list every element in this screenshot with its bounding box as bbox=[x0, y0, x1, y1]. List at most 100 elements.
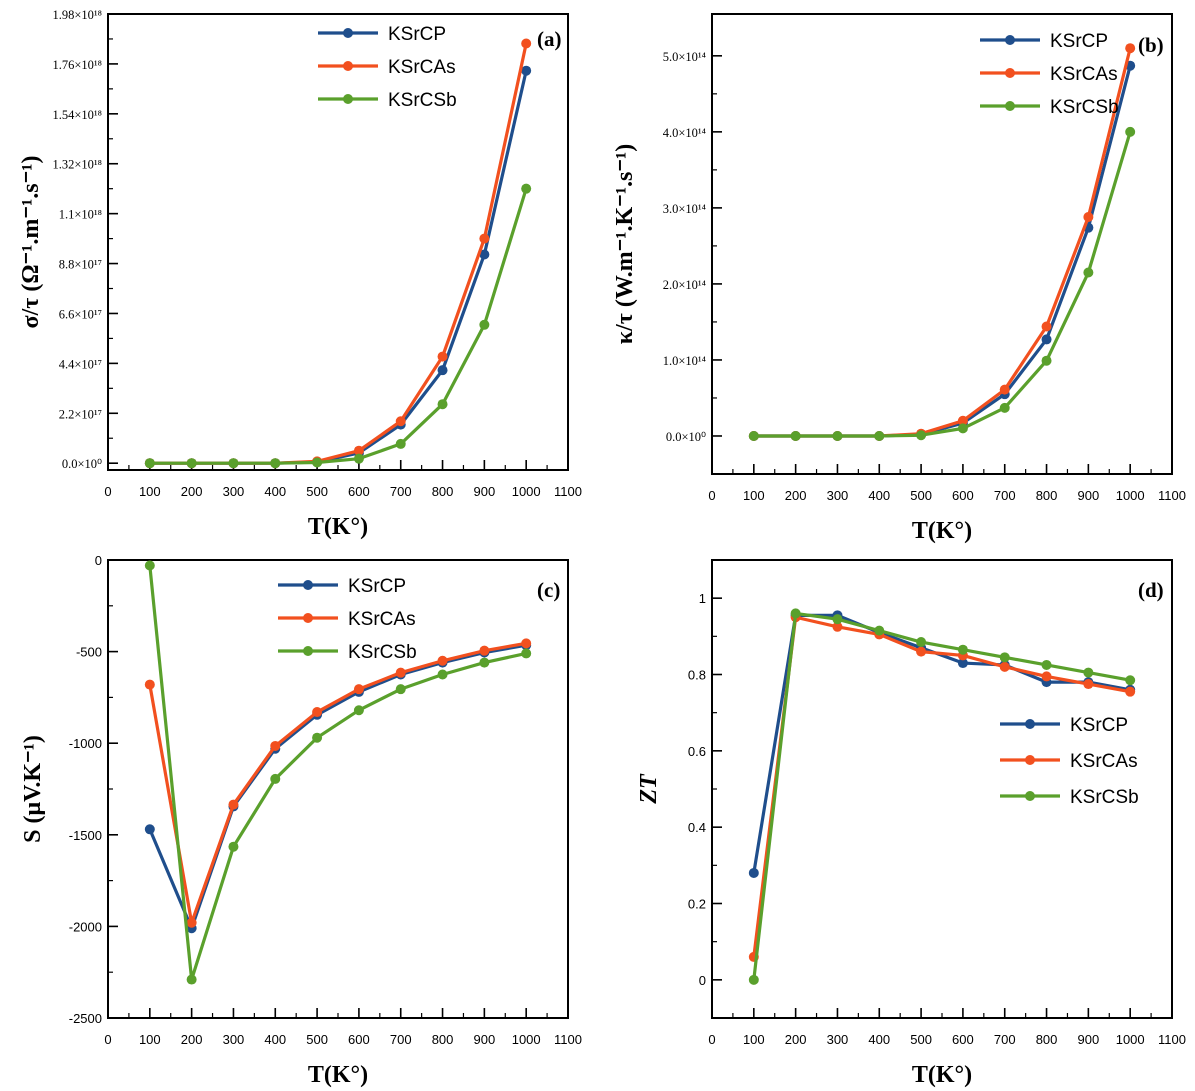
x-tick-label-c: 400 bbox=[264, 1032, 286, 1047]
x-tick-label-c: 600 bbox=[348, 1032, 370, 1047]
x-tick-label-d: 500 bbox=[910, 1032, 932, 1047]
data-point-ksrcas-b bbox=[1083, 212, 1094, 223]
x-tick-label-b: 1000 bbox=[1116, 488, 1145, 503]
series-line-ksrcsb-a bbox=[149, 188, 528, 465]
y-tick-label-b: 2.0×10¹⁴ bbox=[663, 278, 706, 292]
y-tick-label-b: 0.0×10⁰ bbox=[666, 430, 706, 444]
data-point-ksrcas-a bbox=[395, 416, 406, 427]
y-tick-label-d: 0.6 bbox=[688, 744, 706, 759]
x-tick-label-c: 800 bbox=[432, 1032, 454, 1047]
legend-label-ksrcsb-a: KSrCSb bbox=[388, 90, 457, 111]
x-tick-label-a: 300 bbox=[223, 484, 245, 499]
y-tick-label-a: 1.1×10¹⁸ bbox=[59, 208, 102, 222]
panel-b-kappa-over-tau: 0 100 200 300 400 500 600 700 800 900 1000 1100 0.0×… bbox=[612, 13, 1186, 544]
y-tick-label-d: 0.8 bbox=[688, 668, 706, 683]
data-point-ksrcsb-b bbox=[1125, 126, 1136, 137]
data-point-ksrcas-d bbox=[1041, 671, 1052, 682]
panel-label-d: (d) bbox=[1138, 578, 1164, 602]
y-tick-label-a: 1.54×10¹⁸ bbox=[52, 108, 102, 122]
legend-marker-ksrcsb-c bbox=[303, 646, 313, 656]
data-point-ksrcsb-d bbox=[748, 974, 759, 985]
y-tick-label-d: 0.4 bbox=[688, 820, 706, 835]
x-axis-title-a: T(K°) bbox=[308, 514, 368, 540]
data-point-ksrcsb-a bbox=[270, 458, 281, 469]
data-point-ksrcsb-b bbox=[748, 430, 759, 441]
x-tick-label-c: 0 bbox=[104, 1032, 111, 1047]
y-tick-label-a: 8.8×10¹⁷ bbox=[59, 258, 102, 272]
data-point-ksrcas-a bbox=[479, 233, 490, 244]
data-point-ksrcsb-b bbox=[790, 430, 801, 441]
data-point-ksrcas-c bbox=[144, 679, 155, 690]
x-tick-label-b: 100 bbox=[743, 488, 765, 503]
x-axis-title-c: T(K°) bbox=[308, 1062, 368, 1088]
legend-marker-ksrcp-c bbox=[303, 580, 313, 590]
data-point-ksrcsb-a bbox=[353, 453, 364, 464]
panel-d-zt: 0 100 200 300 400 500 600 700 800 900 1000 1100 0 0.2… bbox=[636, 559, 1186, 1088]
x-tick-label-b: 600 bbox=[952, 488, 974, 503]
data-point-ksrcsb-c bbox=[395, 684, 406, 695]
x-tick-label-a: 900 bbox=[474, 484, 496, 499]
data-point-ksrcas-b bbox=[999, 384, 1010, 395]
data-point-ksrcas-d bbox=[1083, 679, 1094, 690]
legend-marker-ksrcas-a bbox=[343, 61, 353, 71]
y-tick-label-c: -1000 bbox=[69, 736, 102, 751]
series-line-ksrcas-d bbox=[752, 615, 1131, 958]
y-axis-title-d: ZT bbox=[636, 773, 662, 805]
x-tick-label-b: 800 bbox=[1036, 488, 1058, 503]
y-tick-label-b: 5.0×10¹⁴ bbox=[663, 50, 706, 64]
x-tick-label-c: 300 bbox=[223, 1032, 245, 1047]
panel-label-b: (b) bbox=[1138, 33, 1164, 57]
data-point-ksrcas-c bbox=[186, 917, 197, 928]
data-point-ksrcas-d bbox=[999, 661, 1010, 672]
y-tick-label-a: 2.2×10¹⁷ bbox=[59, 407, 102, 421]
legend-label-ksrcas-c: KSrCAs bbox=[348, 609, 416, 630]
x-tick-label-d: 200 bbox=[785, 1032, 807, 1047]
data-point-ksrcsb-b bbox=[1041, 355, 1052, 366]
data-point-ksrcsb-c bbox=[312, 732, 323, 743]
x-tick-label-d: 700 bbox=[994, 1032, 1016, 1047]
x-tick-label-a: 800 bbox=[432, 484, 454, 499]
x-tick-label-c: 1100 bbox=[554, 1032, 582, 1047]
x-tick-label-d: 0 bbox=[708, 1032, 715, 1047]
data-point-ksrcsb-a bbox=[479, 319, 490, 330]
data-point-ksrcas-c bbox=[312, 707, 323, 718]
legend-label-ksrcsb-d: KSrCSb bbox=[1070, 787, 1139, 808]
x-tick-label-b: 0 bbox=[708, 488, 715, 503]
data-point-ksrcsb-b bbox=[832, 430, 843, 441]
data-point-ksrcp-a bbox=[437, 365, 448, 376]
x-axis-title-b: T(K°) bbox=[912, 518, 972, 544]
y-axis-title-a: σ/τ (Ω⁻¹.m⁻¹.s⁻¹) bbox=[18, 156, 44, 329]
data-point-ksrcas-c bbox=[395, 667, 406, 678]
data-point-ksrcas-c bbox=[270, 740, 281, 751]
x-tick-label-b: 500 bbox=[910, 488, 932, 503]
x-tick-label-b: 200 bbox=[785, 488, 807, 503]
data-point-ksrcsb-b bbox=[999, 402, 1010, 413]
y-tick-label-a: 6.6×10¹⁷ bbox=[59, 307, 102, 321]
y-tick-label-c: -1500 bbox=[69, 828, 102, 843]
series-line-ksrcsb-b bbox=[753, 131, 1132, 438]
x-tick-label-d: 900 bbox=[1078, 1032, 1100, 1047]
y-tick-label-a: 0.0×10⁰ bbox=[62, 457, 102, 471]
data-point-ksrcas-d bbox=[832, 621, 843, 632]
legend-marker-ksrcas-b bbox=[1005, 68, 1015, 78]
data-point-ksrcas-d bbox=[1125, 686, 1136, 697]
x-tick-label-a: 500 bbox=[306, 484, 328, 499]
legend-label-ksrcas-b: KSrCAs bbox=[1050, 64, 1118, 85]
x-tick-label-a: 100 bbox=[139, 484, 161, 499]
data-point-ksrcsb-a bbox=[186, 458, 197, 469]
panel-c-seebeck: 0 100 200 300 400 500 600 700 800 900 1000 1100 0 -50… bbox=[20, 553, 582, 1088]
legend-marker-ksrcas-c bbox=[303, 613, 313, 623]
data-point-ksrcsb-a bbox=[144, 458, 155, 469]
x-tick-label-d: 300 bbox=[827, 1032, 849, 1047]
legend-label-ksrcsb-c: KSrCSb bbox=[348, 642, 417, 663]
x-tick-label-a: 1100 bbox=[554, 484, 582, 499]
data-point-ksrcsb-c bbox=[479, 657, 490, 668]
legend-marker-ksrcsb-a bbox=[343, 94, 353, 104]
data-point-ksrcsb-b bbox=[916, 430, 927, 441]
legend-marker-ksrcsb-d bbox=[1025, 791, 1035, 801]
series-line-ksrcsb-d bbox=[752, 611, 1131, 981]
y-tick-label-c: -2500 bbox=[69, 1011, 102, 1026]
data-point-ksrcp-b bbox=[1041, 334, 1052, 345]
x-tick-label-a: 1000 bbox=[512, 484, 541, 499]
data-point-ksrcsb-a bbox=[395, 438, 406, 449]
